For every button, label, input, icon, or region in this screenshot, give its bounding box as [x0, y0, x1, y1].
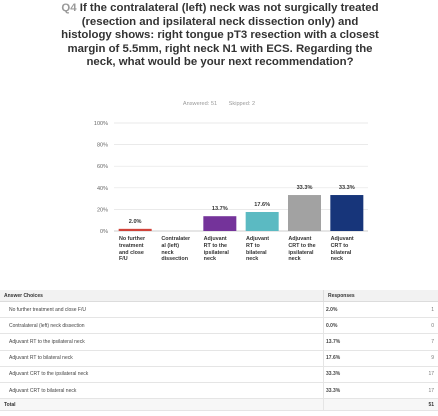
response-percent: 33.3%: [323, 366, 384, 383]
response-count: 17: [384, 382, 438, 400]
response-count: 0: [384, 317, 438, 335]
response-percent: 2.0%: [323, 301, 384, 319]
table-row: Adjuvant CRT to bilateral neck 33.3% 17: [0, 382, 438, 400]
response-percent: 0.0%: [323, 317, 384, 335]
response-percent: 13.7%: [323, 333, 384, 351]
question-number: Q4: [61, 2, 77, 14]
bar-value-label: 2.0%: [129, 219, 142, 225]
response-percent: 33.3%: [323, 382, 384, 400]
bar: [288, 195, 321, 231]
response-count: 9: [384, 350, 438, 367]
bar: [245, 211, 279, 231]
bar: [330, 195, 364, 231]
y-tick-label: 0%: [100, 229, 108, 235]
y-tick-label: 40%: [97, 186, 108, 192]
y-tick-label: 20%: [97, 207, 108, 213]
response-count: 1: [384, 301, 438, 319]
table-header-row: Answer Choices Responses: [0, 290, 438, 302]
x-tick-label: Adjuvant RT to the ipsilateral neck: [203, 236, 229, 263]
x-tick-label: No further treatment and close F/U: [119, 236, 146, 263]
answered-count: Answered: 51: [182, 101, 218, 107]
total-row: Total 51: [0, 398, 438, 412]
total-count: 51: [384, 398, 438, 412]
table-row: No further treatment and close F/U 2.0% 1: [0, 301, 438, 319]
response-meta: Answered: 51 Skipped: 2: [0, 101, 438, 107]
answer-choice: Contralateral (left) neck dissection: [0, 317, 324, 335]
answer-choice: Adjuvant RT to bilateral neck: [0, 350, 324, 367]
answer-choice: No further treatment and close F/U: [0, 301, 324, 319]
bar-value-label: 13.7%: [212, 206, 228, 212]
answer-choice: Adjuvant CRT to bilateral neck: [0, 382, 324, 400]
x-tick-label: Adjuvant CRT to bilateral neck: [330, 236, 354, 263]
question-title: Q4 If the contralateral (left) neck was …: [60, 2, 380, 70]
bar-value-label: 33.3%: [297, 185, 313, 191]
bar: [118, 228, 152, 231]
table-row: Adjuvant RT to the ipsilateral neck 13.7%…: [0, 333, 438, 351]
y-tick-label: 80%: [97, 143, 108, 149]
table-row: Adjuvant RT to bilateral neck 17.6% 9: [0, 350, 438, 367]
bar-value-label: 33.3%: [339, 185, 355, 191]
table-row: Contralateral (left) neck dissection 0.0%…: [0, 317, 438, 335]
bar-value-label: 17.6%: [254, 202, 270, 208]
total-label: Total: [0, 398, 324, 412]
y-tick-label: 100%: [94, 121, 108, 127]
x-tick-label: Adjuvant CRT to the ipsilateral neck: [288, 236, 316, 263]
response-count: 7: [384, 333, 438, 351]
table-row: Adjuvant CRT to the ipsilateral neck 33.3…: [0, 366, 438, 383]
header-responses: Responses: [323, 290, 438, 302]
question-text: If the contralateral (left) neck was not…: [61, 2, 379, 69]
answer-choice: Adjuvant CRT to the ipsilateral neck: [0, 366, 324, 383]
skipped-count: Skipped: 2: [228, 101, 256, 107]
x-tick-label: Contralater al (left) neck dissection: [161, 236, 191, 263]
response-percent: 17.6%: [323, 350, 384, 367]
bar: [203, 216, 237, 231]
answer-choice: Adjuvant RT to the ipsilateral neck: [0, 333, 324, 351]
header-answer-choices: Answer Choices: [0, 290, 324, 302]
bar-chart: 0% 20% 40% 60% 80% 100% 2.0% 13.7% 17.6% 33.3% 33.…: [94, 121, 368, 235]
table-body: No further treatment and close F/U 2.0% 1 C…: [0, 301, 438, 412]
x-tick-label: Adjuvant RT to bilateral neck: [246, 236, 270, 263]
responses-table: Answer Choices Responses No further trea…: [0, 290, 438, 412]
response-count: 17: [384, 366, 438, 383]
y-tick-label: 60%: [97, 164, 108, 170]
